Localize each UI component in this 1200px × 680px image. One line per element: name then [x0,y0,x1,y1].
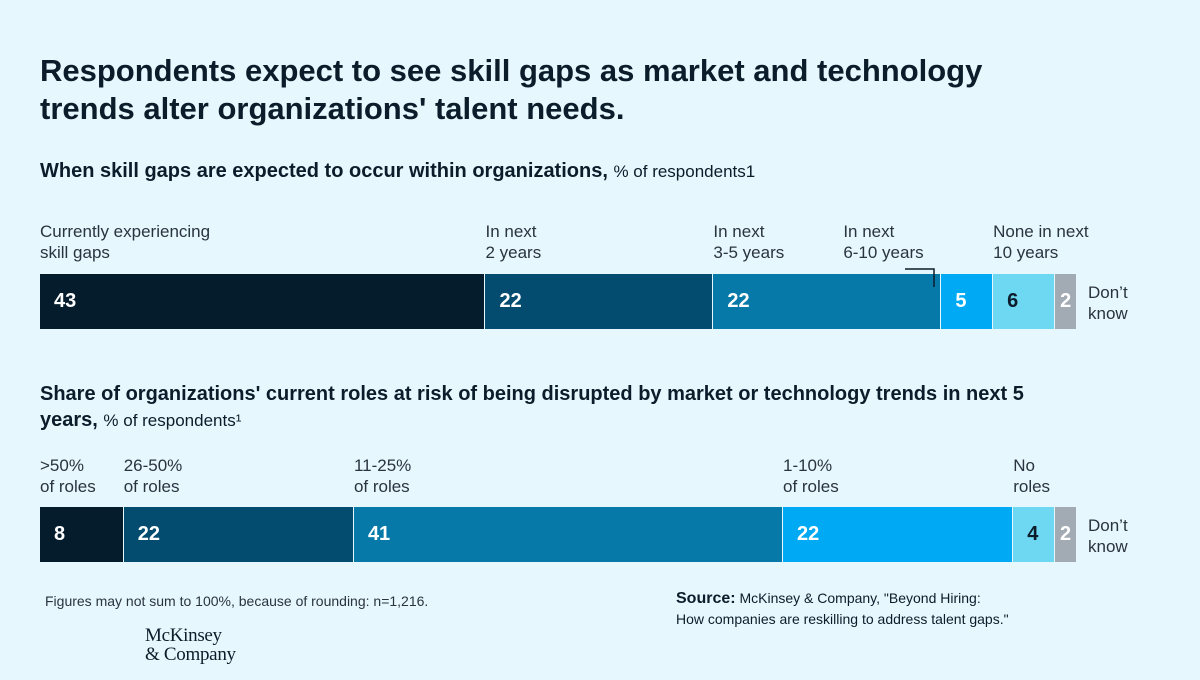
footnote: Figures may not sum to 100%, because of … [45,593,429,609]
chart2-bar-segment: 22 [123,507,354,562]
chart1-value-label: 22 [499,290,522,312]
chart2-subtitle: Share of organizations' current roles at… [40,381,1040,434]
chart1-value-label: 2 [1060,290,1072,312]
chart1-value-label: 43 [54,290,77,312]
chart2-unit: % of respondents¹ [103,411,242,430]
chart2-bar-segment: 41 [353,507,783,562]
chart2-value-label: 2 [1059,523,1072,545]
chart1-unit: % of respondents1 [613,162,756,181]
chart1-subtitle: When skill gaps are expected to occur wi… [40,158,1160,185]
chart2-category-label: 26-50% of roles [123,456,183,496]
source: Source: McKinsey & Company, "Beyond Hiri… [676,588,1156,629]
chart2-bar-segment: 8 [40,507,124,562]
connector-line [905,268,935,287]
chart1-bar-segment: 5 [941,274,994,329]
chart1-bar-segment: 6 [993,274,1056,329]
chart1-bar-segment: 22 [485,274,714,329]
chart1-value-label: 22 [727,290,750,312]
chart1-title: When skill gaps are expected to occur wi… [40,160,608,182]
page-title: Respondents expect to see skill gaps as … [40,53,983,126]
chart1-bar-segment: 2 [1055,274,1076,329]
chart2-value-label: 4 [1027,523,1039,545]
chart1-value-label: 5 [955,290,967,312]
chart2-value-label: 8 [54,523,66,545]
chart2-value-label: 22 [796,523,820,545]
chart2-bar-segment: 22 [782,507,1014,562]
source-label: Source: [676,590,736,607]
chart2-title: Share of organizations' current roles at… [40,383,1024,431]
chart2-value-label: 41 [367,523,391,545]
chart2-category-label: No roles [1013,456,1051,496]
chart1-category-label: None in next 10 years [993,222,1089,262]
chart1-bar-segment: 22 [713,274,942,329]
chart1-bar-segment: 43 [40,274,486,329]
chart1-category-label: In next 6-10 years [843,222,924,262]
chart1-category-label: Don’t know [1088,283,1128,323]
chart2-value-label: 22 [137,523,160,545]
chart2-category-label: 11-25% of roles [353,456,412,496]
chart1-category-label: In next 2 years [485,222,542,262]
chart1-category-label: Currently experiencing skill gaps [40,222,211,262]
chart2-category-label: Don’t know [1088,516,1128,556]
source-text: McKinsey & Company, "Beyond Hiring: How … [676,590,1009,627]
chart1-category-label: In next 3-5 years [713,222,785,262]
chart2-bar-segment: 2 [1055,507,1076,562]
mckinsey-logo: McKinsey & Company [145,625,236,665]
chart2-category-label: >50% of roles [40,456,96,496]
chart2-bar-segment: 4 [1013,507,1056,562]
chart2-category-label: 1-10% of roles [782,456,839,496]
chart1-value-label: 6 [1007,290,1019,312]
